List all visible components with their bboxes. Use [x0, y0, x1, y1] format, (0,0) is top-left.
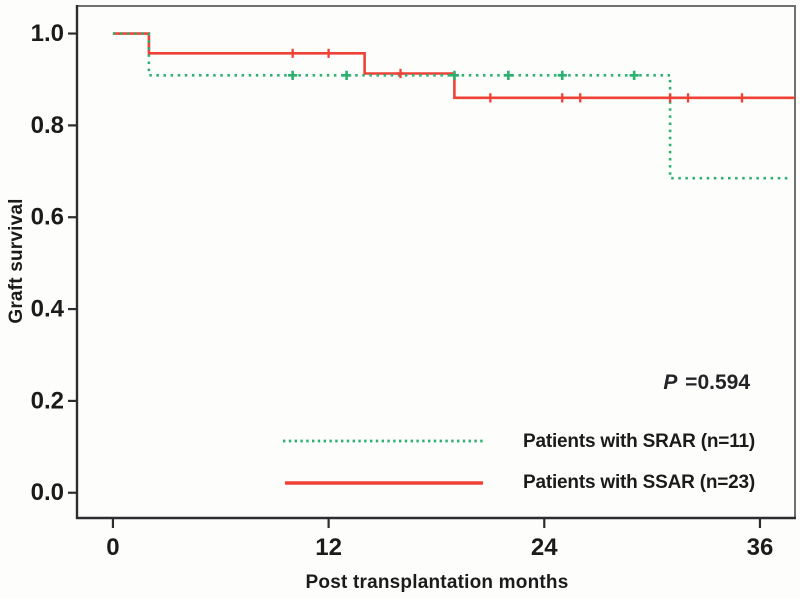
y-tick-label: 1.0 — [31, 20, 64, 47]
ssar-censor-mark — [288, 48, 298, 58]
ssar-censor-mark — [324, 48, 334, 58]
x-tick-label: 0 — [106, 534, 119, 561]
y-tick-label: 0.8 — [31, 112, 64, 139]
x-tick-label: 12 — [315, 534, 342, 561]
ssar-curve — [112, 32, 795, 100]
ssar-censor-mark — [575, 93, 585, 103]
srar-censor-mark — [629, 70, 639, 80]
ssar-censor-mark — [683, 93, 693, 103]
p-value-text: =0.594 — [679, 371, 750, 394]
srar-censor-mark — [557, 70, 567, 80]
ssar-censor-marks — [288, 48, 747, 103]
p-symbol: P — [663, 371, 678, 394]
y-axis-title: Graft survival — [6, 198, 27, 324]
y-tick-label: 0.4 — [31, 296, 65, 323]
srar-censor-marks — [288, 70, 639, 80]
ssar-censor-mark — [665, 93, 675, 103]
ssar-censor-mark — [395, 68, 406, 79]
srar-curve — [112, 32, 789, 180]
x-tick-label: 24 — [531, 534, 558, 561]
ssar-censor-mark — [485, 93, 495, 103]
legend-label-srar: Patients with SRAR (n=11) — [523, 431, 756, 452]
ssar-censor-mark — [557, 93, 567, 103]
y-tick-label: 0.2 — [31, 387, 64, 414]
y-tick-label: 0.6 — [31, 204, 64, 231]
srar-censor-mark — [341, 70, 352, 80]
x-axis-title: Post transplantation months — [305, 572, 569, 593]
srar-censor-mark — [288, 70, 298, 80]
srar-censor-mark — [503, 70, 513, 80]
srar-censor-mark — [449, 70, 460, 80]
x-tick-label: 36 — [747, 534, 774, 561]
ssar-censor-mark — [737, 93, 747, 103]
legend-label-ssar: Patients with SSAR (n=23) — [523, 472, 756, 493]
y-tick-label: 0.0 — [31, 479, 64, 506]
p-value-annotation: P =0.594 — [600, 371, 750, 395]
